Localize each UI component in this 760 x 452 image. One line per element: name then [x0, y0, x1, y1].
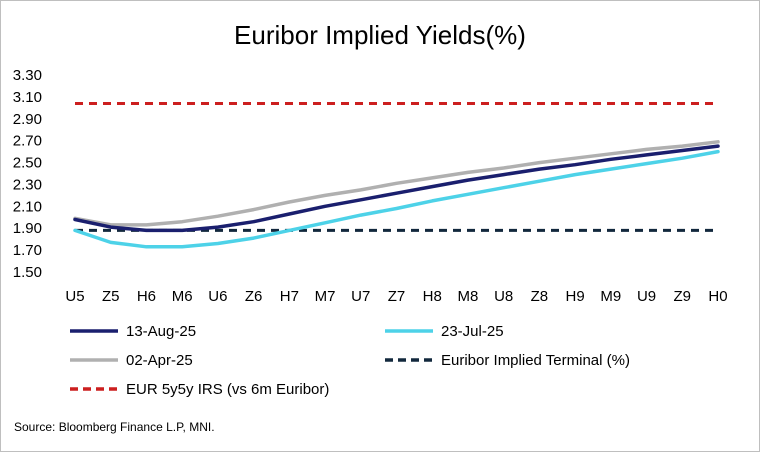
y-tick-label: 2.50: [13, 155, 42, 172]
x-tick-label: Z6: [245, 288, 263, 305]
legend-label: 13-Aug-25: [126, 323, 196, 340]
x-tick-label: U9: [637, 288, 656, 305]
x-axis: U5 Z5 H6 M6 U6 Z6 H7 M7 U7 Z7 H8 M8 U8 Z8 H9 M9 U9 Z9 H0: [65, 288, 727, 305]
y-tick-label: 2.90: [13, 111, 42, 128]
y-tick-label: 2.30: [13, 176, 42, 193]
x-tick-label: M6: [172, 288, 193, 305]
x-tick-label: U5: [65, 288, 84, 305]
x-tick-label: U7: [351, 288, 370, 305]
x-tick-label: H0: [708, 288, 727, 305]
legend-label: EUR 5y5y IRS (vs 6m Euribor): [126, 381, 329, 398]
x-tick-label: H9: [566, 288, 585, 305]
chart-title: Euribor Implied Yields(%): [234, 20, 526, 50]
y-axis: 1.50 1.70 1.90 2.10 2.30 2.50 2.70 2.90 3.10 3.30: [13, 67, 42, 281]
x-tick-label: Z9: [674, 288, 692, 305]
x-tick-label: H8: [423, 288, 442, 305]
series-line: [73, 149, 720, 249]
x-tick-label: H6: [137, 288, 156, 305]
x-tick-label: M9: [600, 288, 621, 305]
x-tick-label: Z5: [102, 288, 120, 305]
series-line: [73, 140, 720, 227]
x-tick-label: M7: [315, 288, 336, 305]
x-tick-label: U6: [208, 288, 227, 305]
legend-label: 23-Jul-25: [441, 323, 504, 340]
legend-label: Euribor Implied Terminal (%): [441, 352, 630, 369]
series-line: [73, 144, 720, 233]
x-tick-label: Z8: [531, 288, 549, 305]
x-tick-label: Z7: [388, 288, 406, 305]
source-note: Source: Bloomberg Finance L.P, MNI.: [14, 420, 215, 434]
x-tick-label: M8: [458, 288, 479, 305]
x-tick-label: U8: [494, 288, 513, 305]
y-tick-label: 1.70: [13, 242, 42, 259]
y-tick-label: 2.10: [13, 198, 42, 215]
y-tick-label: 2.70: [13, 133, 42, 150]
legend-label: 02-Apr-25: [126, 352, 193, 369]
y-tick-label: 3.30: [13, 67, 42, 84]
y-tick-label: 1.90: [13, 220, 42, 237]
x-tick-label: H7: [280, 288, 299, 305]
plot-area: [73, 102, 720, 249]
y-tick-label: 1.50: [13, 264, 42, 281]
legend: 13-Aug-25 23-Jul-25 02-Apr-25 Euribor Impli…: [70, 323, 630, 398]
y-tick-label: 3.10: [13, 89, 42, 106]
